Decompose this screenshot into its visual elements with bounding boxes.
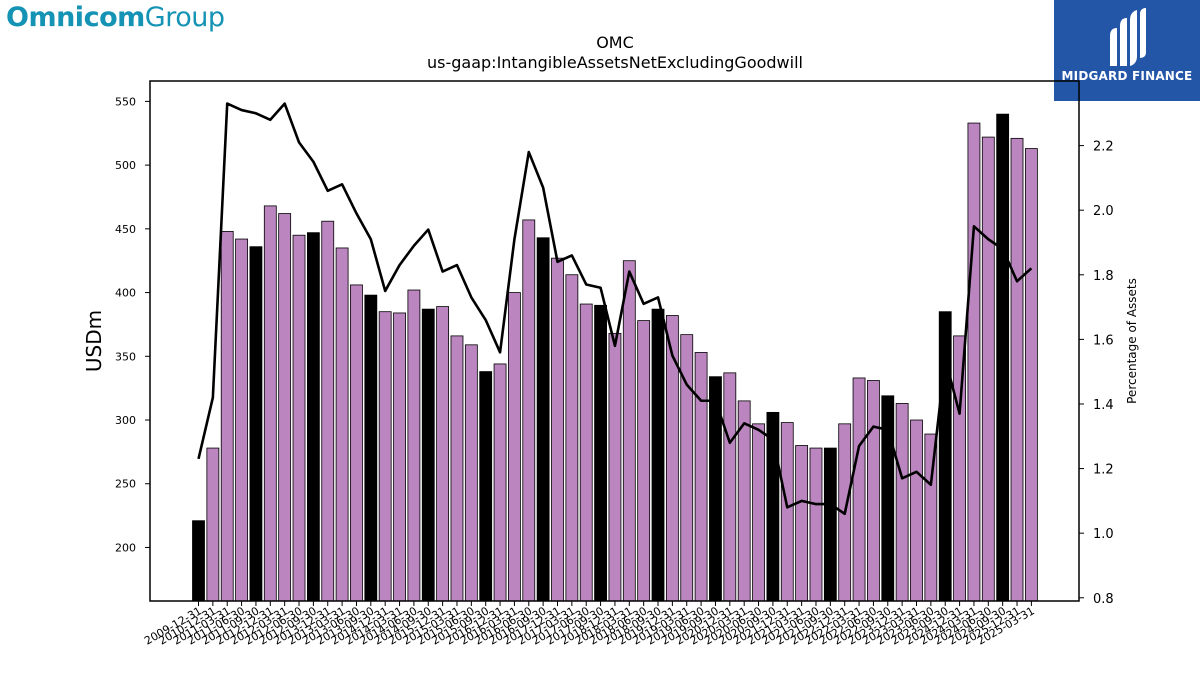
y-tick-label: 350 — [115, 350, 136, 363]
y-tick-label: 400 — [115, 287, 136, 300]
bar — [220, 230, 234, 602]
percentage-line — [197, 102, 1033, 516]
y2-tick-label: 1.2 — [1093, 463, 1114, 478]
bar — [292, 234, 306, 602]
y2-tick-label: 0.8 — [1093, 592, 1114, 607]
bar-series — [192, 113, 1038, 602]
bar — [551, 257, 564, 602]
bar — [479, 371, 493, 602]
bar — [206, 447, 220, 602]
bar — [378, 311, 392, 602]
bar — [622, 260, 636, 602]
bar — [278, 213, 292, 602]
bar — [464, 344, 478, 602]
midgard-emblem-icon — [1110, 8, 1146, 66]
bar — [752, 423, 765, 602]
bar — [493, 363, 507, 602]
bar — [579, 303, 593, 602]
bar — [594, 304, 607, 602]
bar — [809, 447, 823, 602]
midgard-finance-logo: MIDGARD FINANCE — [1054, 0, 1200, 101]
chart-title: OMC — [596, 33, 634, 52]
bar — [852, 377, 866, 602]
bar — [823, 447, 837, 602]
line-series — [197, 102, 1033, 516]
y-tick-label: 500 — [115, 159, 136, 172]
y2-tick-label: 1.8 — [1093, 269, 1114, 284]
x-axis: 2009-12-312010-12-312011-03-312011-06-30… — [142, 601, 1037, 648]
bar — [867, 380, 880, 602]
y2-tick-label: 2.0 — [1093, 204, 1114, 219]
y2-tick-label: 2.2 — [1093, 140, 1114, 155]
bar — [364, 294, 378, 602]
bar — [938, 311, 952, 602]
bar — [1010, 137, 1024, 602]
y2-axis: 0.8 1.0 1.2 1.4 1.6 1.8 2.0 2.2 — [1079, 140, 1114, 607]
bar — [795, 445, 809, 602]
bar — [608, 332, 622, 602]
y2-axis-label: Percentage of Assets — [1125, 278, 1139, 404]
bar — [321, 220, 335, 602]
bar — [335, 247, 349, 602]
bar — [895, 403, 909, 602]
bar — [565, 274, 579, 602]
bar — [637, 320, 651, 602]
bar — [235, 238, 248, 602]
omnicom-logo: OmnicomGroup — [6, 2, 225, 33]
bar — [780, 422, 794, 602]
bar — [508, 292, 521, 602]
bar — [536, 237, 550, 602]
y-tick-label: 250 — [115, 478, 136, 491]
bar — [407, 289, 421, 602]
y-axis: 200 250 300 350 400 450 500 550 — [115, 95, 150, 554]
bar — [1024, 148, 1038, 602]
bar — [436, 306, 450, 602]
y-axis-label: USDm — [82, 310, 106, 372]
bar — [306, 232, 320, 602]
y2-tick-label: 1.4 — [1093, 398, 1114, 413]
chart-subtitle: us-gaap:IntangibleAssetsNetExcludingGood… — [427, 53, 803, 72]
bar — [263, 205, 277, 602]
bar — [522, 219, 536, 602]
y-tick-label: 450 — [115, 223, 136, 236]
bar — [723, 372, 737, 602]
midgard-finance-label: MIDGARD FINANCE — [1061, 69, 1193, 83]
bar — [981, 136, 995, 602]
y2-tick-label: 1.0 — [1093, 527, 1114, 542]
bar — [996, 113, 1010, 602]
bar — [249, 246, 263, 602]
y-tick-label: 300 — [115, 414, 136, 427]
bar — [192, 520, 205, 602]
bar — [450, 335, 464, 602]
bar — [421, 308, 435, 602]
bar — [350, 284, 363, 602]
bar — [694, 352, 708, 602]
bar — [651, 308, 665, 602]
bar — [881, 395, 895, 602]
bar — [967, 122, 981, 602]
bar — [910, 419, 923, 602]
y-tick-label: 550 — [115, 95, 136, 108]
y2-tick-label: 1.6 — [1093, 333, 1114, 348]
y-tick-label: 200 — [115, 541, 136, 554]
bar — [393, 312, 406, 602]
